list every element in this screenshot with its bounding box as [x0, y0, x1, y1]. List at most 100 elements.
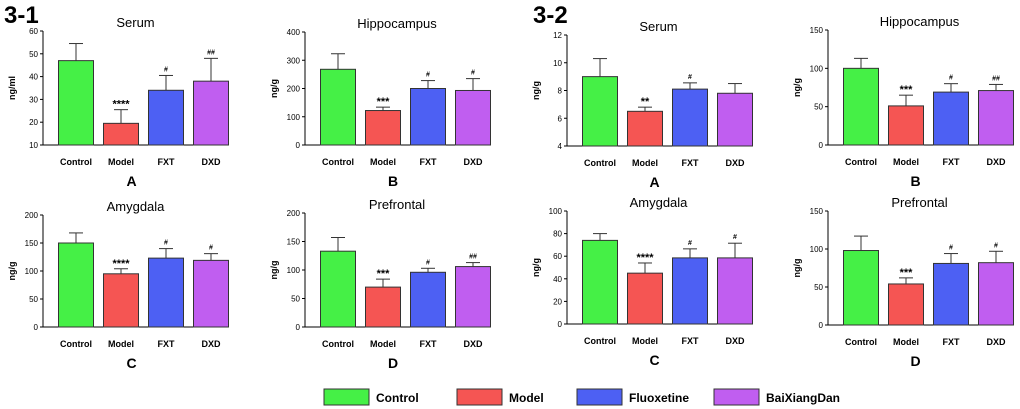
category-label: Model	[370, 339, 396, 349]
y-tick-label: 40	[553, 275, 562, 284]
category-label: DXD	[986, 337, 1006, 347]
y-tick-label: 20	[29, 118, 38, 127]
category-label: FXT	[420, 157, 438, 167]
category-label: Model	[632, 336, 658, 346]
panel-letter: D	[910, 353, 920, 369]
bar-dxd	[717, 92, 753, 147]
y-tick-label: 30	[29, 95, 38, 104]
bar-control	[320, 250, 356, 328]
y-tick-label: 0	[558, 320, 563, 329]
bar-dxd	[717, 257, 753, 325]
category-label: FXT	[682, 158, 700, 168]
significance-marker: #	[688, 74, 692, 81]
y-axis-label: ng/g	[792, 259, 802, 278]
y-tick-label: 10	[29, 141, 38, 150]
bar-dxd	[455, 89, 491, 146]
y-tick-label: 50	[814, 283, 823, 292]
chart-title: Hippocampus	[357, 16, 437, 31]
y-tick-label: 100	[810, 64, 824, 73]
chart-panel-3-1-A: Serum 10 20 30 40 50 60 ng/ml Control **** Model # F…	[7, 15, 229, 189]
category-label: Control	[322, 157, 354, 167]
chart-title: Hippocampus	[880, 14, 960, 29]
y-axis-label: ng/g	[7, 262, 17, 281]
significance-marker: ##	[207, 49, 215, 56]
bar-model	[888, 283, 924, 326]
significance-marker: ##	[469, 254, 477, 261]
bar-fxt	[148, 89, 184, 146]
significance-marker: #	[994, 242, 998, 249]
bar-dxd	[978, 90, 1014, 146]
bar-fxt	[672, 257, 708, 325]
category-label: FXT	[682, 336, 700, 346]
significance-marker: ****	[112, 99, 130, 111]
chart-title: Serum	[116, 15, 154, 30]
bar-fxt	[410, 88, 446, 146]
y-tick-label: 60	[553, 252, 562, 261]
bar-model	[627, 272, 663, 325]
bar-control	[843, 67, 879, 146]
y-tick-label: 200	[25, 211, 39, 220]
category-label: DXD	[463, 157, 483, 167]
bar-model	[103, 273, 139, 328]
chart-panel-3-1-C: Amygdala 0 50 100 150 200 ng/g Control **** Model…	[7, 199, 229, 371]
significance-marker: #	[426, 72, 430, 79]
bar-model	[888, 105, 924, 146]
chart-title: Amygdala	[107, 199, 166, 214]
y-tick-label: 0	[296, 323, 301, 332]
y-tick-label: 0	[296, 141, 301, 150]
category-label: Control	[584, 336, 616, 346]
chart-panel-3-1-D: Prefrontal 0 50 100 150 200 ng/g Control *** Mode…	[269, 197, 491, 371]
chart-title: Prefrontal	[891, 195, 947, 210]
legend: Control Model Fluoxetine BaiXiangDan	[323, 388, 840, 406]
significance-marker: ***	[377, 268, 391, 280]
bar-fxt	[672, 88, 708, 147]
y-axis-label: ng/ml	[7, 76, 17, 100]
y-tick-label: 100	[549, 207, 563, 216]
y-tick-label: 80	[553, 230, 562, 239]
bar-dxd	[193, 259, 229, 328]
significance-marker: ##	[992, 75, 1000, 82]
y-tick-label: 300	[287, 56, 301, 65]
y-tick-label: 40	[29, 73, 38, 82]
bar-fxt	[410, 271, 446, 328]
y-tick-label: 100	[287, 113, 301, 122]
significance-marker: ***	[900, 267, 914, 279]
category-label: Model	[108, 339, 134, 349]
category-label: DXD	[463, 339, 483, 349]
y-tick-label: 400	[287, 28, 301, 37]
y-tick-label: 100	[287, 266, 301, 275]
significance-marker: #	[688, 240, 692, 247]
significance-marker: ***	[900, 84, 914, 96]
bar-model	[103, 122, 139, 146]
significance-marker: #	[733, 234, 737, 241]
y-axis-label: ng/g	[531, 258, 541, 277]
y-tick-label: 150	[810, 207, 824, 216]
legend-label-baixiangdan: BaiXiangDan	[766, 391, 840, 405]
panel-letter: B	[388, 173, 398, 189]
significance-marker: #	[426, 259, 430, 266]
significance-marker: #	[209, 245, 213, 252]
category-label: Control	[322, 339, 354, 349]
chart-title: Amygdala	[630, 195, 689, 210]
category-label: DXD	[201, 339, 221, 349]
y-tick-label: 0	[34, 323, 39, 332]
category-label: FXT	[158, 157, 176, 167]
y-tick-label: 50	[29, 50, 38, 59]
bar-fxt	[148, 257, 184, 328]
y-tick-label: 10	[553, 59, 562, 68]
y-axis-label: ng/g	[531, 81, 541, 100]
significance-marker: #	[471, 70, 475, 77]
y-tick-label: 200	[287, 209, 301, 218]
significance-marker: ****	[112, 258, 130, 270]
panel-letter: C	[649, 352, 659, 368]
y-tick-label: 4	[558, 142, 563, 151]
y-tick-label: 150	[25, 239, 39, 248]
category-label: FXT	[943, 157, 961, 167]
y-tick-label: 100	[810, 245, 824, 254]
bar-control	[843, 250, 879, 326]
chart-panel-3-2-D: Prefrontal 0 50 100 150 ng/g Control *** Model # F…	[792, 195, 1014, 369]
y-tick-label: 6	[558, 114, 563, 123]
bar-control	[582, 239, 618, 325]
panel-letter: A	[649, 174, 659, 190]
